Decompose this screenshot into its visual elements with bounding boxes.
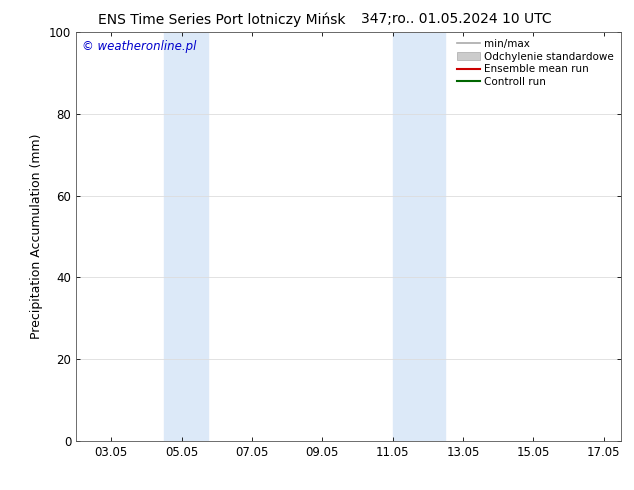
Text: ENS Time Series Port lotniczy Mińsk: ENS Time Series Port lotniczy Mińsk — [98, 12, 346, 27]
Bar — [392, 32, 446, 441]
Text: 347;ro.. 01.05.2024 10 UTC: 347;ro.. 01.05.2024 10 UTC — [361, 12, 552, 26]
Text: © weatheronline.pl: © weatheronline.pl — [82, 40, 196, 53]
Y-axis label: Precipitation Accumulation (mm): Precipitation Accumulation (mm) — [30, 134, 43, 339]
Legend: min/max, Odchylenie standardowe, Ensemble mean run, Controll run: min/max, Odchylenie standardowe, Ensembl… — [455, 37, 616, 89]
Bar — [164, 32, 208, 441]
